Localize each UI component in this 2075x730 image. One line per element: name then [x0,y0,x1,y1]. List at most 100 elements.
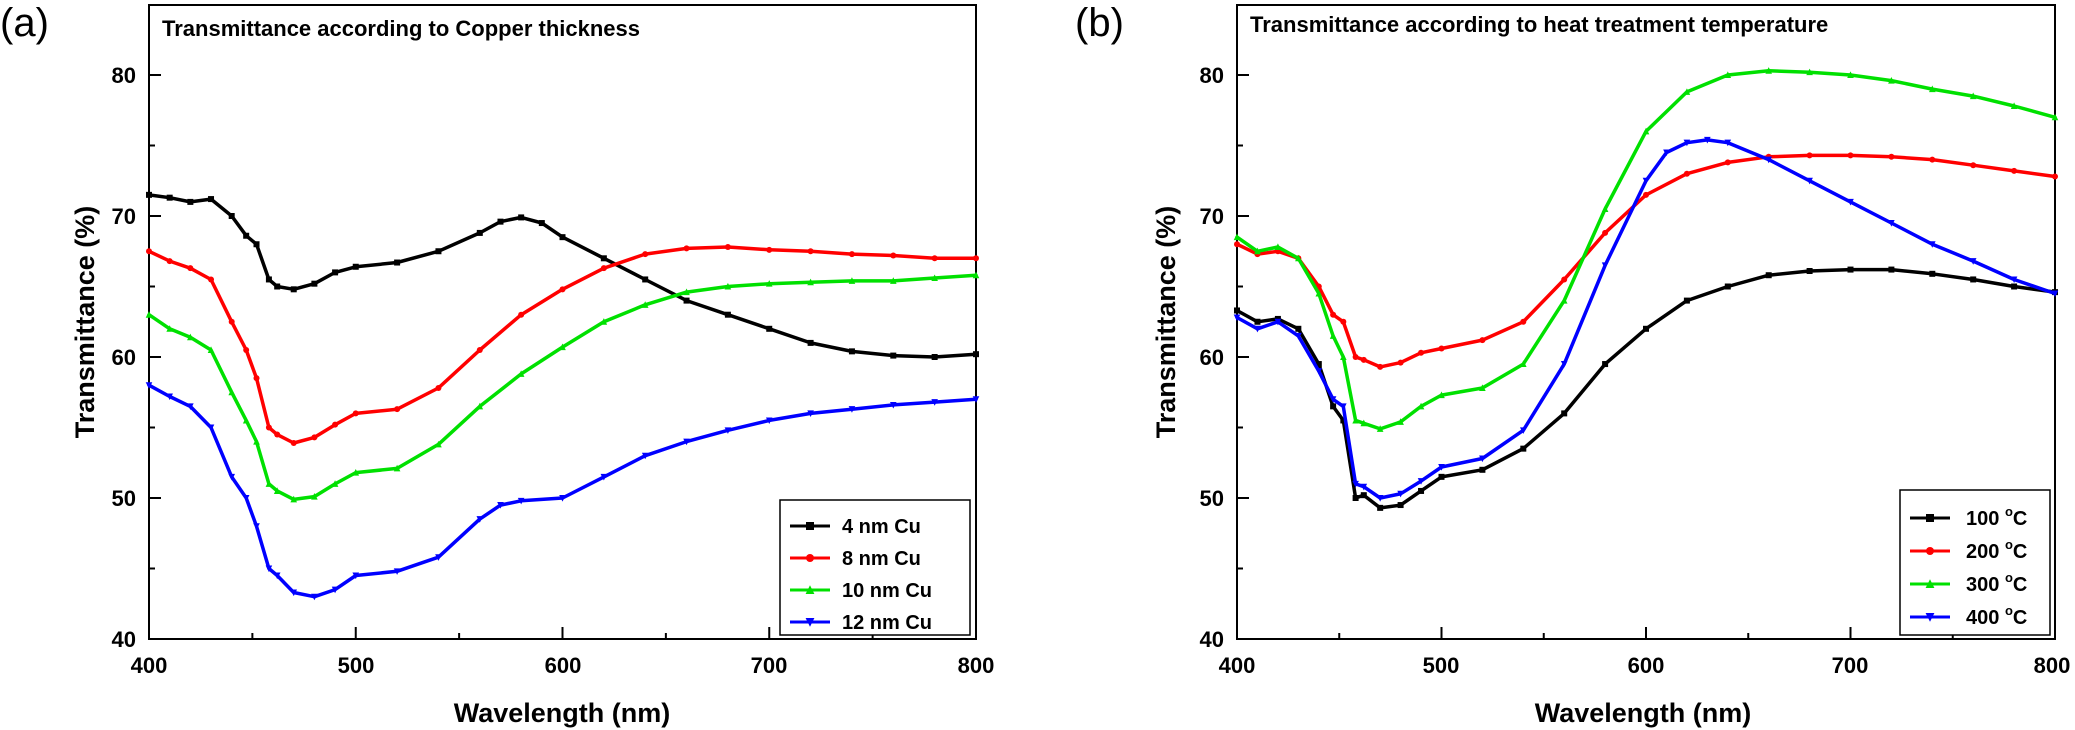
data-point [683,297,690,304]
data-point [1520,360,1527,368]
data-point [765,280,773,287]
data-point [228,473,235,481]
data-point [1929,270,1936,277]
data-point [683,288,690,296]
data-point [1969,92,1977,100]
data-point [253,438,260,445]
data-point [187,198,194,205]
panel-b-series [1233,67,2059,511]
data-point [2051,113,2059,121]
data-point [1360,483,1368,491]
data-point [538,220,545,227]
data-point [290,589,298,597]
data-point [476,229,483,236]
panel-b-xlabel: Wavelength (nm) [1535,698,1752,728]
data-point [332,269,339,276]
data-point [1520,445,1527,452]
data-point [1643,191,1649,198]
panel-a-x-tick: 600 [545,653,582,678]
data-point [1340,318,1347,325]
data-point [1642,127,1650,135]
data-point [1704,136,1711,144]
data-point [1806,68,1813,76]
data-point [890,252,897,259]
data-point [973,255,979,262]
data-point [1724,283,1731,290]
legend-marker [1926,547,1934,555]
data-point [642,251,649,258]
data-point [600,318,608,325]
data-point [1360,419,1368,427]
data-point [1417,478,1425,485]
panel-b-y-tick: 70 [1200,204,1224,229]
panel-a-label: (a) [0,1,49,45]
data-point [641,301,649,308]
data-point [166,194,173,201]
data-point [2052,173,2058,180]
data-point [518,214,525,221]
data-point [207,424,215,432]
data-point [1315,289,1323,297]
panel-b-legend: 100 oC 200 oC 300 oC 400 oC [1899,489,2051,636]
data-point [600,473,608,481]
data-point [394,259,401,266]
panel-a-y-tick: 40 [112,627,136,652]
panel-b-label: (b) [1075,1,1124,45]
data-point [1329,332,1337,339]
data-point [243,346,250,353]
data-point [890,352,897,359]
data-point [393,568,401,575]
data-point [559,495,566,502]
panel-b-x-ticks: 400 500 600 700 800 [1219,653,2071,678]
data-point [1847,266,1854,273]
data-point [2011,283,2018,290]
data-point [1376,425,1384,432]
data-point [1438,345,1445,352]
data-point [848,277,856,284]
legend-marker [1926,514,1934,522]
data-point [352,410,359,417]
data-point [228,318,235,325]
data-point [1970,276,1977,283]
data-point [331,586,339,594]
data-point [1888,77,1895,84]
data-point [1847,198,1854,206]
data-point [274,283,281,290]
data-point [1683,139,1691,147]
data-point [1295,332,1302,340]
data-point [166,393,173,401]
data-point [600,255,607,262]
panel-a-x-ticks: 400 500 600 700 800 [131,653,995,678]
panel-a-x-tick: 800 [958,653,995,678]
data-point [1233,233,1241,241]
data-point [435,440,442,448]
data-point [807,278,814,286]
data-point [766,246,773,253]
data-point [253,375,260,382]
data-point [290,440,297,447]
panel-b-y-tick: 50 [1200,486,1224,511]
data-point [1438,463,1445,471]
data-point [145,311,153,318]
data-point [2051,290,2059,298]
data-point [187,265,194,272]
data-point [1560,361,1568,368]
legend-marker [806,554,814,562]
series-line [1235,267,2057,510]
panel-b-legend-box [1899,489,2051,636]
data-point [1929,241,1936,248]
data-point [352,469,360,476]
data-point [274,431,281,438]
data-point [1377,363,1384,370]
data-point [1330,403,1337,410]
data-point [931,354,938,360]
data-point [559,234,566,241]
panel-b: (b) Transmittance according to heat trea… [1075,1,2070,728]
data-point [273,572,281,580]
data-point [1360,356,1367,363]
panel-a-title: Transmittance according to Copper thickn… [162,16,640,41]
data-point [435,554,442,561]
panel-a-legend-entry: 10 nm Cu [842,580,932,602]
panel-a-x-tick: 700 [751,653,788,678]
legend-marker [805,585,815,594]
